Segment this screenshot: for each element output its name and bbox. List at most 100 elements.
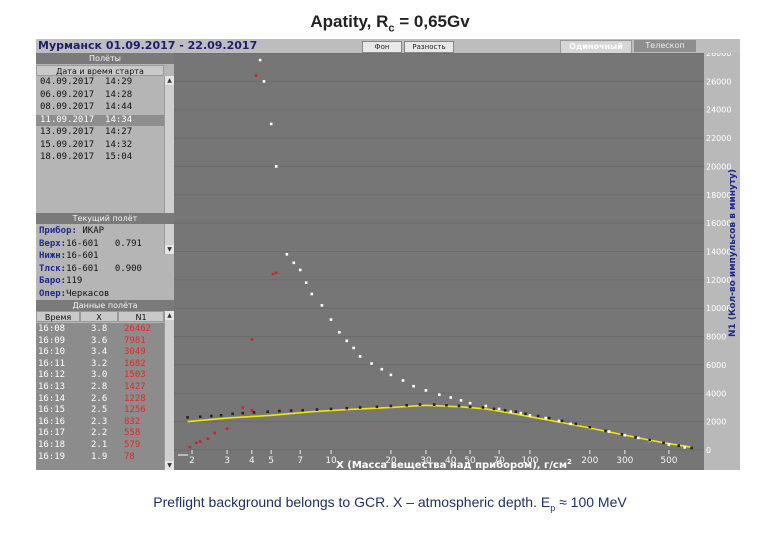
point-selected-flight [271, 272, 275, 276]
point-other-flights [375, 405, 379, 409]
cell-time: 16:17 [38, 428, 66, 439]
point-other-flights [278, 409, 281, 413]
current-info-row: Верх:16-601 0.791 [36, 238, 174, 250]
point-selected-flight [250, 338, 254, 341]
point-other-flights [358, 406, 362, 409]
info-key: Тлск: [39, 263, 67, 274]
info-value: 16-601 [66, 251, 99, 261]
point-ascent [497, 407, 501, 411]
data-scrollbar[interactable]: ▲ ▼ [164, 311, 174, 470]
point-other-flights [560, 419, 564, 423]
col-n1[interactable]: N1 [118, 311, 164, 322]
x-tick-label: 100 [521, 456, 538, 466]
point-other-flights [345, 406, 349, 410]
slide-title: Apatity, Rc = 0,65Gv [310, 12, 470, 35]
table-row: 16:14 2.6 1228 [36, 394, 164, 406]
point-other-flights [547, 416, 551, 420]
point-ascent [412, 384, 415, 388]
point-ascent [468, 401, 472, 405]
x-tick-label: 20 [385, 456, 397, 466]
scroll-down-icon[interactable]: ▼ [165, 461, 174, 470]
point-other-flights [677, 444, 680, 447]
x-tick-label: 500 [660, 456, 677, 466]
point-ascent [338, 331, 341, 334]
cell-x: 2.1 [91, 440, 108, 450]
point-ascent [345, 339, 349, 343]
point-selected-flight [188, 445, 192, 449]
point-other-flights [634, 435, 637, 439]
point-ascent [310, 292, 314, 296]
flight-list-item[interactable]: 04.09.2017 14:29 [40, 77, 133, 87]
cell-n1: 1228 [124, 393, 146, 404]
flights-scrollbar[interactable]: ▲ ▼ [164, 76, 174, 254]
app-title: Мурманск 01.09.2017 - 22.09.2017 [38, 39, 258, 52]
y-tick-label: 28000 [706, 53, 731, 58]
point-other-flights [457, 404, 461, 408]
flight-list-item[interactable]: 13.09.2017 14:27 [40, 127, 133, 137]
point-other-flights [432, 403, 436, 406]
cell-time: 16:15 [38, 405, 66, 416]
point-other-flights [329, 407, 333, 411]
flight-list-item[interactable]: 11.09.2017 14:34 [36, 114, 164, 126]
plot-area[interactable]: 2 3 4 5 7 10 20 30 40 50 70 100 200 300 500 X (Масса ве… [174, 53, 704, 470]
point-ascent [519, 411, 523, 415]
scroll-up-icon[interactable]: ▲ [165, 311, 174, 320]
scroll-down-icon[interactable]: ▼ [165, 245, 174, 254]
cell-x: 3.6 [91, 335, 108, 346]
y-tick-label: 2000 [706, 418, 726, 427]
point-ascent [269, 122, 273, 126]
difference-mode-button[interactable]: Разность [404, 41, 454, 53]
point-ascent [438, 393, 441, 396]
table-row: 16:12 3.0 1503 [36, 370, 164, 382]
point-other-flights [405, 404, 408, 407]
app-window: Мурманск 01.09.2017 - 22.09.2017 Фон Раз… [36, 39, 740, 470]
tab-single[interactable]: Одиночный [560, 40, 632, 54]
info-value: Черкасов [66, 288, 110, 299]
info-key: Опер: [39, 288, 67, 299]
tab-telescope[interactable]: Телескоп [634, 40, 696, 52]
point-other-flights [266, 410, 269, 413]
flight-list-item[interactable]: 15.09.2017 14:32 [40, 139, 133, 150]
x-tick-label: 200 [581, 456, 598, 466]
background-mode-button[interactable]: Фон [362, 41, 402, 53]
point-ascent [329, 318, 333, 321]
point-other-flights [492, 407, 496, 411]
flight-list-item[interactable]: 08.09.2017 14:44 [40, 102, 133, 112]
x-tick-label: 70 [493, 456, 505, 466]
point-other-flights [186, 416, 189, 419]
table-row: 16:11 3.2 1682 [36, 359, 164, 371]
info-value: ИКАР [76, 226, 105, 236]
point-other-flights [289, 409, 293, 412]
col-x[interactable]: X [80, 311, 118, 322]
col-time[interactable]: Время [36, 311, 80, 322]
x-axis-label: X (Масса вещества над прибором), г/см2 [336, 458, 572, 470]
x-tick-label: 4 [249, 456, 255, 466]
current-info-row: Тлск:16-601 0.900 [36, 263, 174, 275]
point-other-flights [604, 429, 607, 433]
cell-x: 2.3 [91, 416, 108, 427]
point-selected-flight [213, 431, 216, 435]
cell-n1: 1256 [124, 405, 146, 416]
cell-n1: 3049 [124, 347, 146, 358]
flights-column-header[interactable]: Дата и время старта [36, 65, 164, 76]
info-key: Прибор: [39, 226, 77, 236]
cell-n1: 558 [124, 428, 141, 439]
point-other-flights [315, 408, 319, 411]
y-axis: 2800026000240002200020000180001600014000… [704, 53, 740, 470]
flight-list-item[interactable]: 06.09.2017 14:28 [40, 89, 133, 100]
cell-n1: 26462 [124, 324, 152, 334]
point-ascent [623, 433, 627, 437]
point-other-flights [219, 414, 223, 417]
point-ascent [274, 165, 278, 168]
flight-data-header: Данные полёта [36, 300, 174, 311]
scroll-up-icon[interactable]: ▲ [165, 76, 174, 85]
info-value: 119 [66, 276, 83, 286]
cell-n1: 579 [124, 440, 141, 450]
point-selected-flight [250, 409, 254, 412]
y-tick-label: 26000 [706, 77, 731, 86]
cell-time: 16:18 [38, 440, 66, 450]
flight-list-item[interactable]: 18.09.2017 15:04 [40, 152, 133, 162]
plot-background [174, 53, 704, 470]
info-key: Баро: [39, 276, 67, 286]
x-tick-label: 5 [268, 456, 274, 466]
